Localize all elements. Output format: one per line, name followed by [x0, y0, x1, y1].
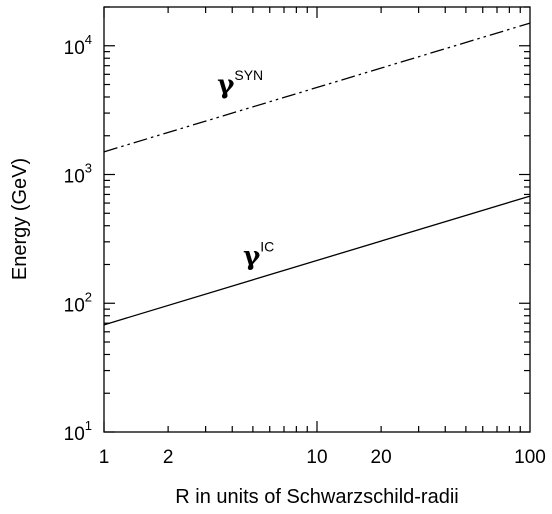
series-line-2	[103, 195, 531, 326]
x-tick-label: 2	[163, 447, 174, 468]
axis-ticks	[103, 6, 530, 433]
annotations: γSYN γIC	[217, 67, 274, 272]
y-tick-label: 102	[64, 289, 92, 316]
tick-labels: 1 2 10 20 100 101 102 103 104	[64, 32, 546, 468]
x-tick-label: 100	[514, 447, 546, 468]
series-lines	[103, 22, 531, 326]
y-tick-label: 103	[64, 161, 92, 188]
y-tick-label: 101	[64, 418, 92, 445]
series-line-1	[103, 22, 531, 153]
annotation-syn: γSYN	[217, 67, 263, 100]
x-axis-label: R in units of Schwarzschild-radii	[175, 486, 458, 508]
annotation-ic: γIC	[243, 238, 274, 271]
y-axis-label: Energy (GeV)	[9, 158, 31, 280]
x-tick-label: 20	[371, 447, 392, 468]
x-tick-label: 10	[306, 447, 327, 468]
plot-frame	[103, 6, 531, 433]
y-tick-label: 104	[64, 32, 92, 59]
x-tick-label: 1	[99, 447, 110, 468]
